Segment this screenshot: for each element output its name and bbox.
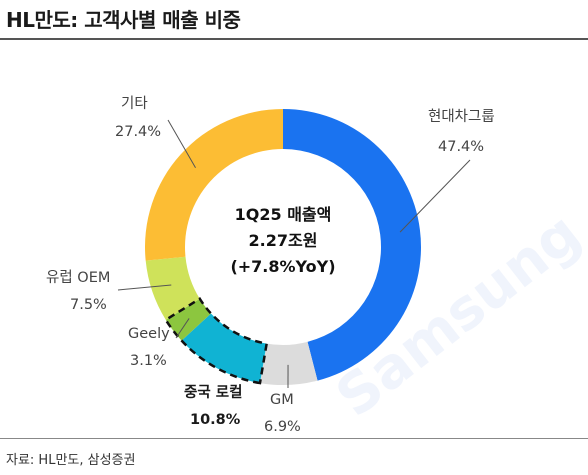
source-divider (0, 438, 588, 439)
slice-value-hyundai: 47.4% (438, 139, 484, 155)
leader-others (167, 119, 196, 169)
slice-europe-oem (145, 256, 200, 320)
slice-name-europe-oem: 유럽 OEM (46, 269, 110, 286)
center-line-1: 1Q25 매출액 (235, 205, 332, 224)
leader-lines (117, 119, 471, 389)
center-line-3: (+7.8%YoY) (230, 257, 335, 276)
highlight-dashed-outline (164, 297, 269, 385)
slice-name-others: 기타 (121, 95, 148, 112)
leader-europe-oem (117, 284, 172, 291)
slice-name-gm: GM (270, 392, 294, 408)
slice-value-gm: 6.9% (264, 419, 301, 435)
slice-others (145, 109, 283, 261)
slice-value-others: 27.4% (115, 124, 161, 140)
leader-hyundai (399, 159, 471, 233)
center-line-2: 2.27조원 (249, 231, 318, 250)
slice-name-hyundai: 현대차그룹 (428, 108, 495, 125)
source-note: 자료: HL만도, 삼성증권 (6, 453, 136, 468)
slice-hyundai (283, 109, 422, 381)
slice-china-local (181, 313, 267, 384)
slice-value-geely: 3.1% (130, 353, 167, 369)
slice-gm (259, 341, 318, 386)
slice-name-china-local: 중국 로컬 (184, 384, 242, 401)
chart-title: HL만도: 고객사별 매출 비중 (6, 8, 241, 32)
slice-value-china-local: 10.8% (190, 412, 241, 428)
slice-value-europe-oem: 7.5% (70, 297, 107, 313)
highlight-outline (164, 297, 269, 385)
leader-geely (175, 318, 190, 339)
slice-name-geely: Geely (128, 326, 170, 342)
title-divider (0, 38, 588, 40)
